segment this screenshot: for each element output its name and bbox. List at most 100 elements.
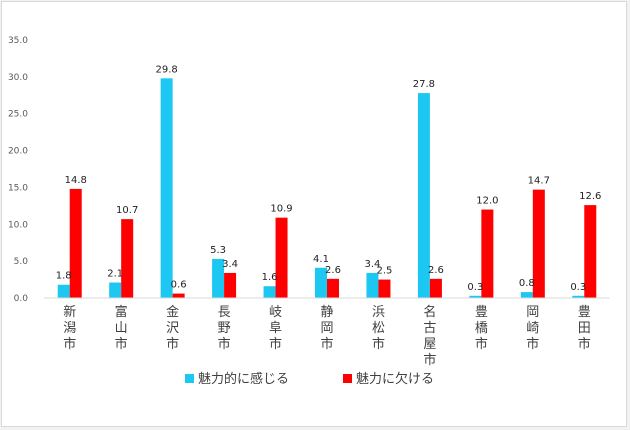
y-tick-label: 15.0 [8,183,28,193]
x-tick-char: 市 [63,336,76,352]
x-tick-char: 岐 [269,305,282,320]
data-label: 0.8 [519,278,535,289]
data-label: 29.8 [156,64,178,75]
bar-unattractive [275,217,288,298]
bar-unattractive [429,278,442,298]
bar-unattractive [378,279,391,298]
bar-attractive [417,93,430,299]
x-tick-char: 田 [578,321,591,336]
data-label: 1.8 [56,271,72,282]
bars [57,78,597,299]
data-label: 14.8 [65,175,87,186]
x-tick-label: 金沢市 [166,304,179,352]
bar-attractive [315,267,327,298]
data-label: 1.6 [262,272,278,283]
x-tick-label: 豊田市 [578,305,591,352]
bar-attractive [572,295,585,298]
y-axis: 0.0 5.0 10.0 15.0 20.0 25.0 30.0 35.0 [8,36,28,304]
x-tick-label: 長野市 [218,305,231,352]
data-label: 0.3 [570,282,586,293]
x-tick-char: 市 [423,352,436,368]
x-tick-char: 長 [218,305,231,320]
x-tick-label: 岡崎市 [526,305,539,352]
y-tick-label: 30.0 [8,73,28,83]
x-tick-char: 岡 [526,305,539,320]
data-label: 3.4 [222,259,238,270]
x-tick-char: 山 [115,321,128,336]
x-tick-label: 岐阜市 [269,305,282,352]
legend-label: 魅力的に感じる [198,371,289,387]
data-label: 10.7 [116,205,138,216]
bar-unattractive [481,209,494,298]
data-label: 12.0 [476,196,498,207]
x-tick-char: 新 [63,304,76,320]
bar-attractive [469,295,482,298]
x-tick-char: 屋 [423,337,436,352]
data-label: 4.1 [313,254,329,265]
x-tick-char: 沢 [166,321,179,336]
data-label: 0.6 [171,280,187,291]
x-tick-char: 市 [372,336,385,352]
x-tick-char: 市 [526,336,539,352]
x-tick-char: 豊 [578,305,591,320]
x-tick-char: 富 [115,304,128,320]
x-tick-char: 橋 [475,321,488,336]
legend-label: 魅力に欠ける [356,371,434,387]
legend-swatch [185,374,194,383]
x-tick-char: 市 [578,336,591,352]
bar-unattractive [121,219,134,298]
x-tick-label: 浜松市 [372,305,385,352]
bar-unattractive [69,188,82,298]
x-tick-char: 金 [166,304,179,320]
data-label: 5.3 [210,245,226,256]
data-label: 2.6 [428,265,444,276]
y-tick-label: 25.0 [8,110,28,120]
data-label: 0.3 [467,282,483,293]
x-tick-label: 新潟市 [63,304,76,352]
x-tick-char: 市 [320,336,333,352]
data-label: 12.6 [579,191,601,202]
bar-unattractive [532,189,545,298]
x-tick-char: 崎 [526,321,539,336]
y-tick-label: 35.0 [8,36,28,46]
x-tick-char: 静 [320,305,333,320]
x-tick-label: 豊橋市 [475,305,488,352]
bar-attractive [57,284,70,298]
bar-attractive [520,292,533,298]
x-tick-char: 潟 [63,321,76,336]
bar-attractive [263,286,276,298]
bar-unattractive [327,278,339,298]
data-label: 27.8 [413,79,435,90]
x-tick-char: 名 [423,304,436,320]
x-tick-char: 市 [166,336,179,352]
x-tick-char: 岡 [320,321,333,336]
x-tick-char: 市 [269,336,282,352]
data-label: 10.9 [270,204,292,215]
legend-swatch [343,374,352,383]
x-tick-char: 古 [423,321,436,336]
y-tick-label: 10.0 [8,220,28,230]
x-tick-label: 静岡市 [320,305,333,352]
y-tick-label: 5.0 [14,257,29,267]
data-label: 2.6 [325,265,341,276]
bar-attractive [212,258,225,298]
x-tick-char: 阜 [269,320,282,336]
x-tick-char: 浜 [372,305,385,320]
x-tick-label: 富山市 [115,304,128,352]
bar-attractive [160,78,173,299]
bar-attractive [109,282,122,298]
bar-unattractive [224,272,237,298]
x-tick-char: 豊 [475,305,488,320]
legend: 魅力的に感じる 魅力に欠ける [185,371,434,387]
data-label: 2.5 [377,266,393,277]
x-tick-char: 市 [218,336,231,352]
x-tick-char: 市 [475,336,488,352]
x-tick-char: 松 [372,321,385,336]
bar-unattractive [172,293,185,298]
data-label: 14.7 [528,176,550,187]
data-labels: 1.814.82.110.729.80.65.33.41.610.94.12.6… [56,64,602,292]
x-tick-char: 市 [115,336,128,352]
data-label: 2.1 [107,269,123,280]
